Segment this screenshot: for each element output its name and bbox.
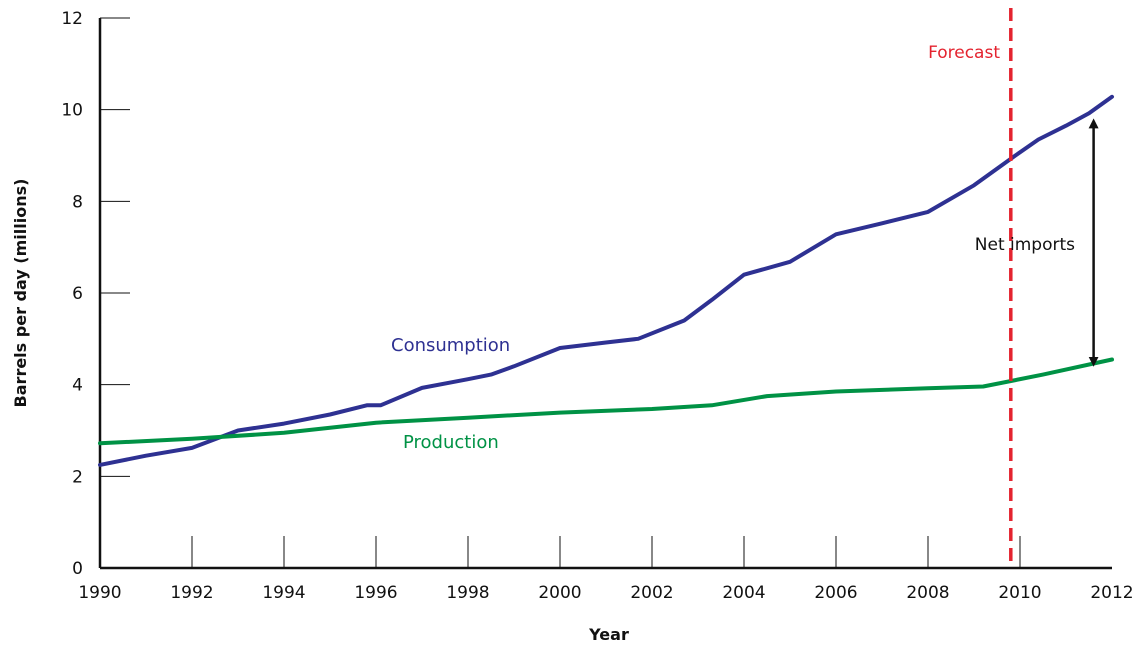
- x-tick-label-2002: 2002: [630, 583, 673, 603]
- production-line: [98, 357, 1114, 446]
- x-tick-label-2004: 2004: [722, 583, 765, 603]
- x-tick-label-2010: 2010: [998, 583, 1041, 603]
- net-imports-label: Net imports: [975, 235, 1075, 255]
- x-axis-title: Year: [588, 625, 629, 644]
- x-tick-label-1996: 1996: [354, 583, 397, 603]
- x-tick-label-1994: 1994: [262, 583, 305, 603]
- x-tick-label-2012: 2012: [1090, 583, 1133, 603]
- y-tick-label-8: 8: [72, 192, 83, 212]
- y-tick-label-0: 0: [72, 559, 83, 579]
- production-series-label: Production: [403, 432, 499, 453]
- plot-area: 0 2 4 6 8 10 12 1990 1992 1994 1996 1998 2000 2002 200…: [61, 8, 1134, 603]
- y-tick-label-6: 6: [72, 284, 83, 304]
- y-axis-title: Barrels per day (millions): [11, 179, 30, 408]
- x-tick-label-1992: 1992: [170, 583, 213, 603]
- x-tick-label-1998: 1998: [446, 583, 489, 603]
- x-tick-label-2006: 2006: [814, 583, 857, 603]
- y-tick-label-4: 4: [72, 376, 83, 396]
- x-tick-label-1990: 1990: [78, 583, 121, 603]
- x-tick-label-2008: 2008: [906, 583, 949, 603]
- x-tick-label-2000: 2000: [538, 583, 581, 603]
- y-tick-label-2: 2: [72, 467, 83, 487]
- consumption-line: [98, 94, 1114, 467]
- y-tick-label-10: 10: [61, 101, 83, 121]
- forecast-label: Forecast: [928, 43, 1000, 63]
- consumption-series-label: Consumption: [391, 335, 510, 356]
- y-tick-label-12: 12: [61, 9, 83, 29]
